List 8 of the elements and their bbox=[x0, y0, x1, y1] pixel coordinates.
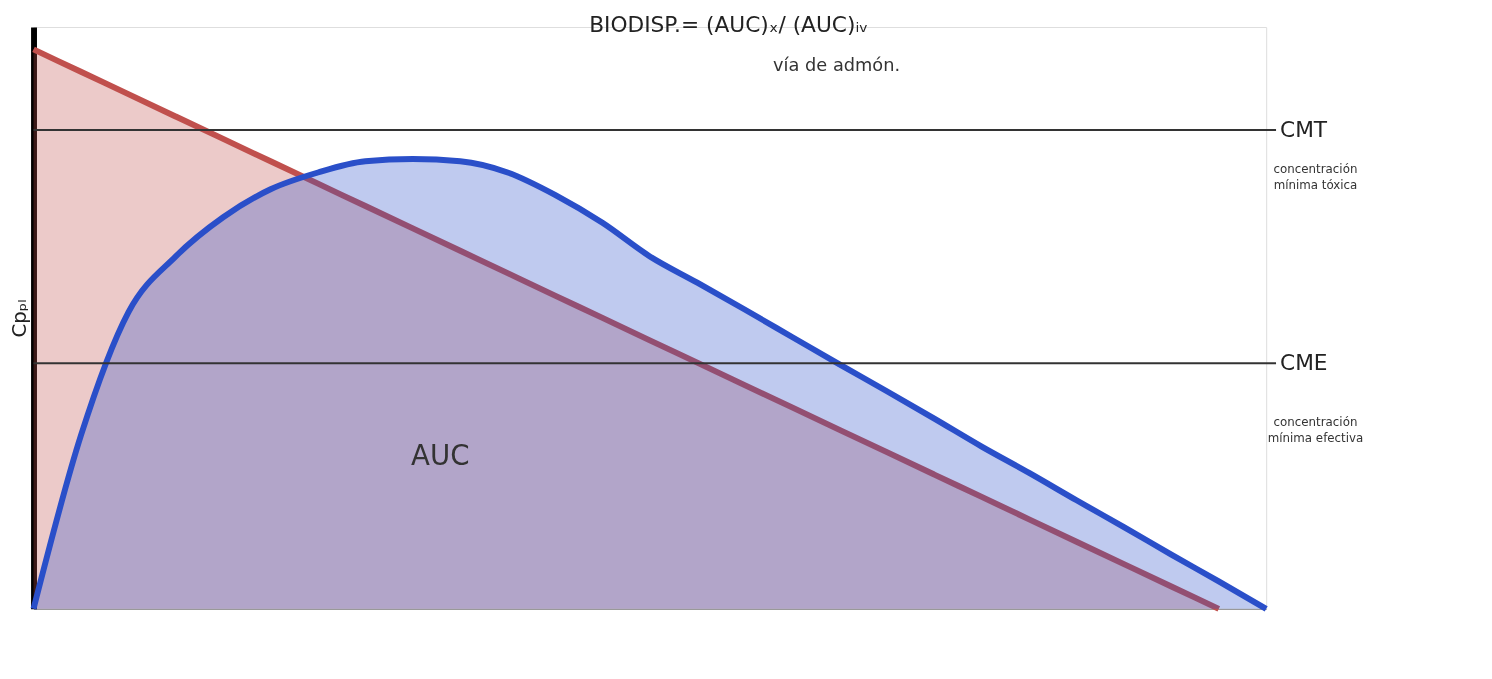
ref-line-label: CME bbox=[1279, 350, 1328, 376]
y-axis-title: Cpₚₗ bbox=[8, 299, 32, 338]
annotation: vía de admón. bbox=[773, 55, 901, 76]
ref-line-label: CMT bbox=[1279, 116, 1328, 142]
annotation: AUC bbox=[411, 439, 470, 473]
chart-title: BIODISP.= (AUC)ₓ/ (AUC)ᵢᵥ bbox=[589, 11, 869, 37]
text: concentración mínima tóxica bbox=[1273, 162, 1358, 193]
annotation: concentración mínima efectiva bbox=[1267, 415, 1364, 446]
